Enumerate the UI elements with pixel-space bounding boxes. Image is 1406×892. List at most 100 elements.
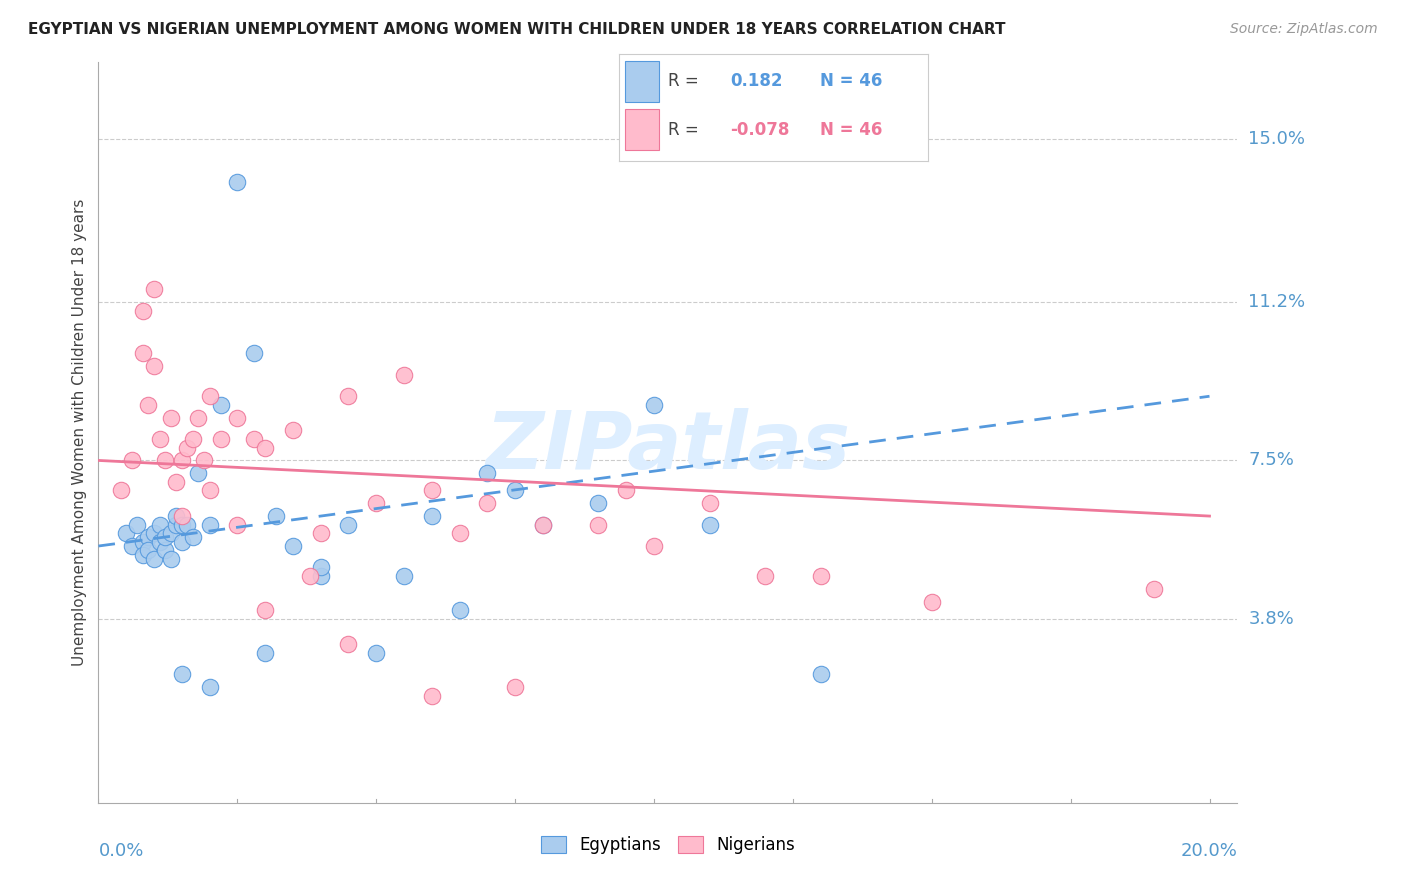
Point: [243, 432, 266, 446]
Point: [153, 543, 176, 558]
Point: [243, 346, 266, 360]
Point: [921, 595, 943, 609]
Point: [198, 517, 221, 532]
Point: [281, 424, 304, 438]
Point: [309, 526, 332, 541]
Text: 20.0%: 20.0%: [1181, 842, 1237, 860]
Point: [477, 496, 499, 510]
Point: [226, 517, 249, 532]
Point: [121, 539, 143, 553]
Point: [176, 441, 198, 455]
Text: R =: R =: [668, 120, 699, 138]
Point: [209, 398, 232, 412]
Point: [132, 303, 155, 318]
Point: [298, 569, 321, 583]
Point: [138, 531, 160, 545]
Text: 11.2%: 11.2%: [1249, 293, 1306, 311]
Point: [449, 603, 471, 617]
Point: [132, 548, 155, 562]
Text: R =: R =: [668, 72, 699, 90]
Point: [420, 689, 443, 703]
Point: [254, 646, 277, 660]
Point: [281, 539, 304, 553]
Point: [198, 389, 221, 403]
Point: [165, 509, 187, 524]
Point: [115, 526, 138, 541]
Point: [176, 517, 198, 532]
Bar: [624, 61, 659, 102]
Point: [159, 410, 181, 425]
Point: [810, 667, 832, 681]
Point: [699, 496, 721, 510]
Point: [531, 517, 554, 532]
Point: [143, 526, 166, 541]
Point: [148, 534, 170, 549]
Y-axis label: Unemployment Among Women with Children Under 18 years: Unemployment Among Women with Children U…: [72, 199, 87, 666]
Point: [143, 282, 166, 296]
Point: [420, 483, 443, 498]
Point: [170, 517, 193, 532]
Point: [503, 680, 526, 694]
Point: [337, 389, 360, 403]
Point: [309, 569, 332, 583]
Point: [449, 526, 471, 541]
Point: [588, 496, 610, 510]
Point: [337, 637, 360, 651]
Point: [643, 539, 665, 553]
Point: [198, 680, 221, 694]
Point: [309, 560, 332, 574]
Point: [187, 467, 209, 481]
Point: [148, 432, 170, 446]
Point: [170, 667, 193, 681]
Point: [193, 453, 215, 467]
Text: 0.0%: 0.0%: [98, 842, 143, 860]
Point: [181, 531, 204, 545]
Point: [754, 141, 776, 155]
Point: [392, 368, 415, 382]
Point: [531, 517, 554, 532]
Point: [420, 509, 443, 524]
Text: 15.0%: 15.0%: [1249, 130, 1305, 148]
Point: [1143, 582, 1166, 596]
Point: [143, 359, 166, 374]
Point: [198, 483, 221, 498]
Point: [127, 517, 149, 532]
Text: 0.182: 0.182: [730, 72, 783, 90]
Text: ZIPatlas: ZIPatlas: [485, 409, 851, 486]
Point: [159, 526, 181, 541]
Point: [754, 569, 776, 583]
Text: EGYPTIAN VS NIGERIAN UNEMPLOYMENT AMONG WOMEN WITH CHILDREN UNDER 18 YEARS CORRE: EGYPTIAN VS NIGERIAN UNEMPLOYMENT AMONG …: [28, 22, 1005, 37]
Bar: [624, 109, 659, 150]
Point: [366, 646, 388, 660]
Point: [132, 534, 155, 549]
Point: [121, 453, 143, 467]
Point: [699, 517, 721, 532]
Point: [810, 569, 832, 583]
Text: Source: ZipAtlas.com: Source: ZipAtlas.com: [1230, 22, 1378, 37]
Point: [392, 569, 415, 583]
Point: [477, 467, 499, 481]
Text: N = 46: N = 46: [820, 120, 882, 138]
Point: [153, 531, 176, 545]
Point: [170, 534, 193, 549]
Point: [165, 517, 187, 532]
Point: [643, 398, 665, 412]
Point: [159, 552, 181, 566]
Point: [503, 483, 526, 498]
Point: [187, 410, 209, 425]
Point: [254, 441, 277, 455]
Point: [588, 517, 610, 532]
Point: [132, 346, 155, 360]
Point: [366, 496, 388, 510]
Text: 3.8%: 3.8%: [1249, 610, 1294, 628]
Point: [110, 483, 132, 498]
Point: [153, 453, 176, 467]
Point: [143, 552, 166, 566]
Point: [226, 175, 249, 189]
Text: -0.078: -0.078: [730, 120, 789, 138]
Point: [337, 517, 360, 532]
Point: [181, 432, 204, 446]
Point: [254, 603, 277, 617]
Point: [170, 509, 193, 524]
Point: [614, 483, 637, 498]
